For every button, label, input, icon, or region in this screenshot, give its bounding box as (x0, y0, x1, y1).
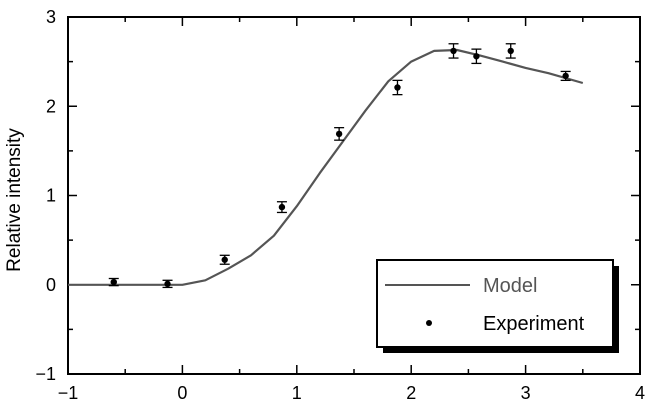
model-series (68, 48, 584, 286)
x-tick-label: 4 (635, 383, 645, 403)
axis-ticks (67, 16, 641, 375)
y-tick-label: 3 (46, 7, 56, 27)
x-tick-label: 0 (177, 383, 187, 403)
x-tick-label: −1 (58, 383, 79, 403)
y-axis-title: Relative intensity (4, 128, 25, 272)
legend-box (376, 259, 614, 348)
model-line (68, 48, 584, 286)
experiment-series (108, 43, 571, 289)
data-point (221, 256, 228, 263)
data-point (473, 53, 480, 60)
data-point (110, 278, 117, 286)
x-tick-label: 2 (406, 383, 416, 403)
data-point (335, 130, 343, 138)
data-point (507, 47, 514, 55)
data-point (450, 47, 457, 55)
y-tick-label: 0 (46, 275, 56, 295)
legend-experiment-marker (426, 320, 432, 326)
legend: Model Experiment (376, 259, 619, 353)
data-point (278, 203, 286, 211)
legend-experiment-label: Experiment (483, 313, 585, 335)
data-point (562, 72, 569, 80)
y-tick-label: 2 (46, 96, 56, 116)
y-tick-label: 1 (46, 186, 56, 206)
data-point (164, 280, 171, 288)
tick-labels: −1 0 1 2 3 4 −1 0 1 2 3 (35, 7, 645, 403)
x-tick-label: 1 (292, 383, 302, 403)
data-point (394, 84, 401, 91)
y-tick-label: −1 (35, 364, 56, 384)
legend-model-label: Model (483, 275, 537, 297)
x-tick-label: 3 (521, 383, 531, 403)
